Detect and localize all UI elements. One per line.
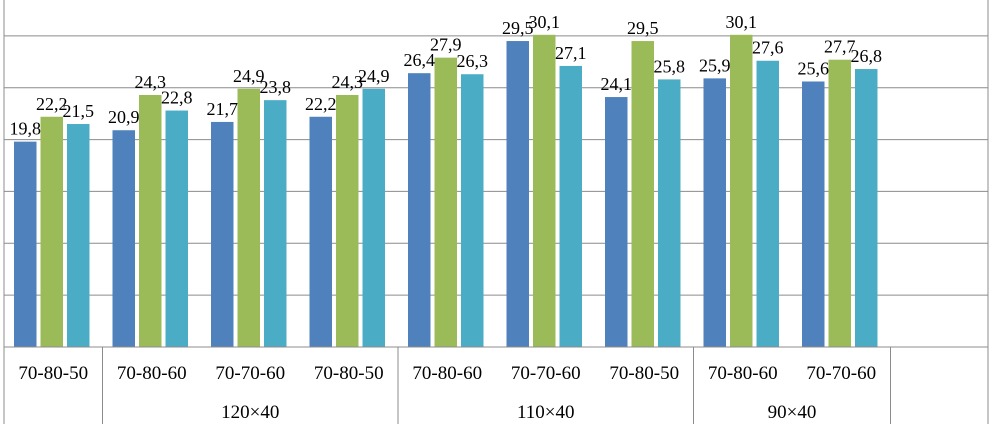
category-tick-label: 70-80-60 [708,363,778,384]
bar-series-3-6 [559,65,582,347]
data-label: 19,8 [10,119,42,139]
category-axis: 70-80-50 70-80-60 70-70-60 70-80-50 70-80-60… [3,346,989,424]
category-tick-label: 70-80-50 [609,363,679,384]
bar-series-2-7 [631,41,654,348]
category-tick-label: 70-70-60 [806,363,876,384]
data-label: 23,8 [260,77,292,97]
data-labels: 19,8 20,9 21,7 22,2 26,4 29,5 24,1 25,9 25,6 22,2… [10,12,883,139]
data-label: 22,8 [161,88,193,108]
bar-series-3-2 [165,110,188,347]
bar-series-1-6 [506,41,529,348]
bar-series-1-7 [605,97,628,347]
data-label: 29,5 [627,18,659,38]
data-label: 25,9 [699,55,731,75]
bar-series-2-3 [237,88,260,347]
data-label: 24,3 [135,72,167,92]
bar-series-3-3 [264,100,287,347]
bar-series-1-8 [703,78,726,347]
bar-series-3-1 [67,124,90,347]
bar-series-2-2 [139,94,162,347]
bar-series-2-6 [533,34,556,347]
bar-series-3-9 [855,69,878,347]
data-label: 29,5 [502,18,534,38]
bar-series-1-5 [408,73,431,348]
data-label: 22,2 [36,94,68,114]
data-label: 27,9 [430,35,462,55]
bar-series-2-4 [336,94,359,347]
data-label: 24,3 [332,72,364,92]
data-label: 22,2 [305,94,337,114]
data-label: 30,1 [726,12,758,32]
bar-series-2-8 [730,34,753,347]
data-label: 26,8 [851,46,883,66]
category-tick-label: 70-70-60 [215,363,285,384]
category-tick-label: 70-70-60 [511,363,581,384]
data-label: 26,4 [404,50,436,70]
bar-series-1-9 [802,81,825,348]
data-label: 20,9 [108,107,140,127]
data-label: 21,5 [63,101,95,121]
bar-series-2-9 [828,59,851,348]
bar-series-1-4 [309,116,332,347]
data-label: 30,1 [529,12,561,32]
data-label: 27,7 [824,37,856,57]
group-label: 110×40 [517,402,575,423]
bars [14,34,878,348]
category-tick-label: 70-80-60 [412,363,482,384]
category-tick-label: 70-80-50 [314,363,384,384]
data-label: 24,9 [358,66,390,86]
group-label: 120×40 [221,402,279,423]
data-label: 24,1 [601,74,633,94]
data-label: 21,7 [207,99,239,119]
data-label: 24,9 [233,66,265,86]
category-tick-label: 70-80-50 [18,363,88,384]
data-label: 27,6 [752,38,784,58]
category-tick-label: 70-80-60 [117,363,187,384]
data-label: 26,3 [457,51,489,71]
bar-series-3-8 [756,60,779,348]
bar-series-3-7 [658,79,681,347]
data-label: 25,6 [798,58,830,78]
group-label: 90×40 [768,402,817,423]
bar-series-2-5 [434,57,457,347]
bar-series-3-5 [461,74,484,347]
bar-series-1-2 [112,130,135,347]
bar-series-1-1 [14,141,37,347]
data-label: 27,1 [555,43,587,63]
bar-series-2-1 [40,116,63,347]
bar-series-3-4 [362,88,385,347]
bar-series-1-3 [211,121,234,347]
data-label: 25,8 [654,56,686,76]
